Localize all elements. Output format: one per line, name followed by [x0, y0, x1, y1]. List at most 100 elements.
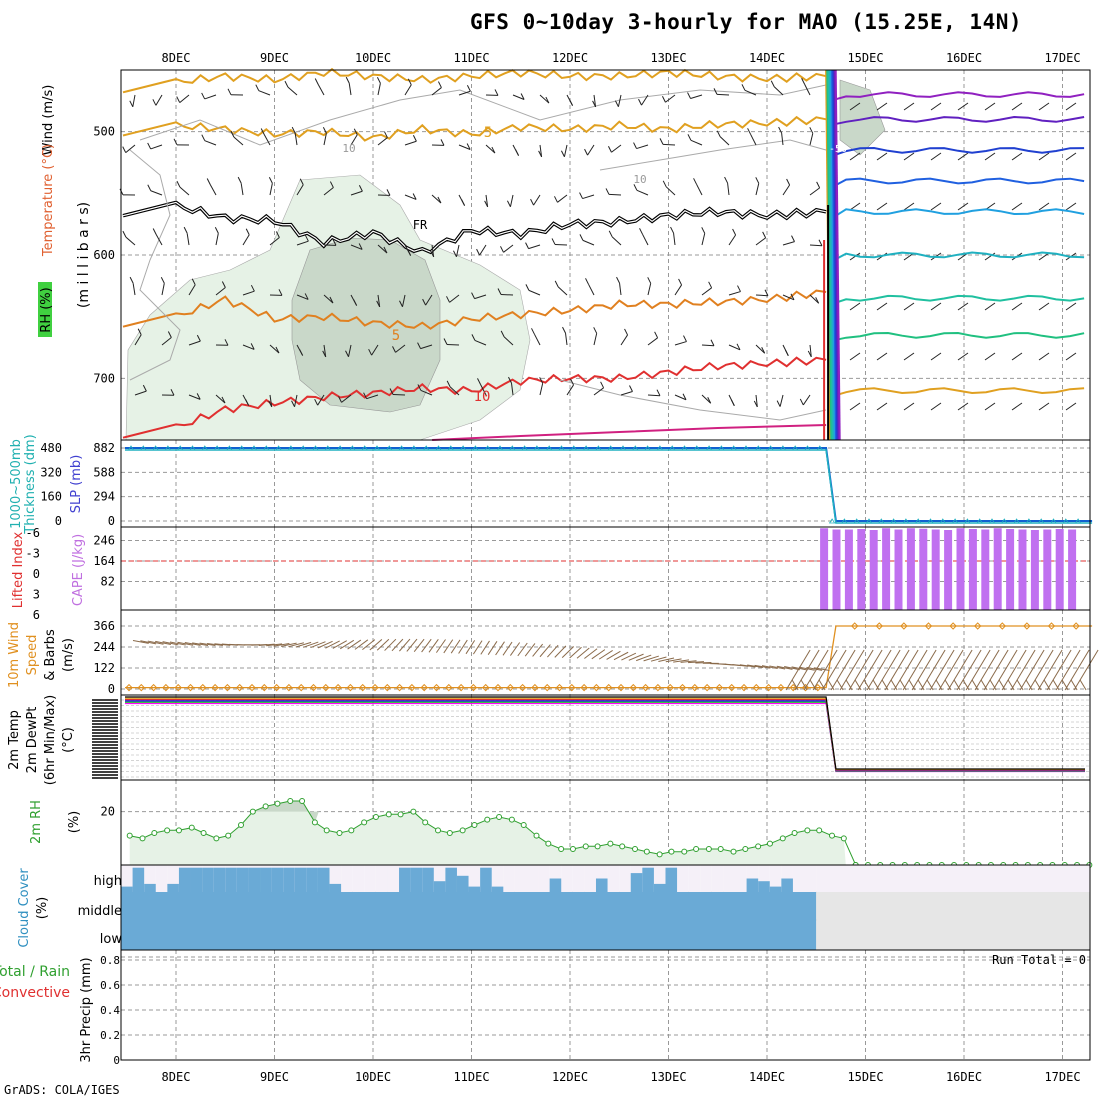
rh-legend-swatch	[38, 282, 52, 337]
wind-barb	[479, 244, 487, 256]
wind-barb	[184, 642, 201, 646]
wind-barb	[350, 134, 358, 146]
cape-tick: 82	[101, 575, 115, 589]
wind-barb	[920, 649, 946, 691]
wind-barb	[1028, 649, 1054, 691]
rh2m-point	[668, 848, 675, 855]
wind-barb	[876, 152, 888, 161]
cloud-high-empty	[688, 865, 701, 892]
wind-barb	[1011, 202, 1023, 211]
wind-barb-flag	[647, 277, 652, 284]
wind-barb	[188, 284, 196, 296]
wind-barb-flag	[1079, 679, 1087, 691]
wind-barb-flag	[791, 235, 795, 242]
wind-barb	[930, 402, 942, 411]
thickness-tick: 0	[55, 514, 62, 528]
cloud-high-fill	[271, 867, 284, 892]
wind-barb	[1019, 649, 1045, 691]
wind-barb	[269, 394, 273, 407]
wind-barb-flag	[152, 99, 157, 106]
wind-barb-flag	[807, 350, 812, 358]
thickness-marker	[299, 445, 307, 451]
wind-speed-marker	[617, 683, 625, 692]
wind-barb-flag	[338, 396, 342, 403]
wind-speed-marker	[850, 622, 859, 630]
wind-barb-flag	[376, 77, 381, 84]
wind-speed-marker	[998, 622, 1007, 630]
contour-label: 5	[484, 125, 492, 141]
wind-barb	[377, 83, 381, 96]
wind-barb-flag	[629, 385, 633, 392]
cloud-high-fill	[306, 867, 319, 892]
wind-barb-flag	[683, 335, 687, 342]
wind-barb-flag	[440, 139, 445, 146]
rh2m-point	[274, 800, 281, 807]
wind-tick: 0	[108, 682, 115, 696]
wind-barb	[323, 344, 327, 357]
wind-barb	[1065, 152, 1077, 161]
wind-barb	[849, 202, 861, 211]
wind-speed-marker	[518, 683, 527, 692]
wind-tick: 244	[93, 640, 115, 654]
cape-bar	[1018, 529, 1027, 610]
wind-barb-flag	[693, 178, 698, 185]
precip-label: 3hr Precip (mm)	[79, 957, 94, 1062]
cloud-high-empty	[329, 865, 342, 892]
wind-barb	[296, 294, 309, 300]
wind-barb	[443, 639, 454, 654]
wind-barb-flag	[412, 193, 417, 200]
x-tick-bottom: 9DEC	[260, 1070, 289, 1084]
wind-barb	[930, 202, 942, 211]
wind-barb-flag	[614, 100, 619, 107]
slp-line	[125, 447, 1093, 522]
wind-barb	[673, 659, 690, 663]
rh-shade-dark	[839, 79, 886, 156]
wind-barb-flag	[170, 389, 175, 396]
temp-unit: (°C)	[61, 727, 76, 753]
wind-barb	[593, 94, 597, 107]
wind-barb-flag	[908, 679, 916, 691]
wind-barb	[347, 639, 362, 650]
wind-barb-flag	[399, 300, 403, 307]
cloud-unit: (%)	[35, 897, 50, 920]
wind-barb-flag	[176, 96, 181, 103]
wind-barb	[930, 352, 942, 361]
wind-barb	[554, 243, 568, 246]
wind-barb-flag	[122, 230, 127, 238]
wind-speed-marker	[235, 683, 244, 692]
wind-barb	[199, 642, 216, 646]
cloud-high-empty	[387, 865, 400, 892]
rh2m-point	[520, 822, 527, 828]
thickness-marker	[964, 518, 971, 524]
wind-barb	[636, 144, 649, 150]
wind-barb	[957, 302, 969, 311]
thickness-marker	[164, 445, 172, 451]
cloud-high-empty	[167, 865, 179, 892]
wind-barb	[169, 641, 186, 646]
thickness-marker	[410, 445, 418, 451]
x-tick-bottom: 16DEC	[946, 1070, 982, 1084]
wind-barb	[643, 655, 659, 662]
wind-speed-marker	[604, 683, 613, 692]
wind-barb	[866, 649, 892, 691]
wind-barb	[350, 244, 363, 250]
cloud-high-empty	[526, 865, 539, 892]
wind-barb	[179, 186, 190, 196]
wind-barb	[569, 646, 582, 659]
thickness-frame	[120, 439, 1091, 528]
wind-barb	[1065, 402, 1077, 411]
wind-barb	[376, 638, 390, 651]
wind-barb	[377, 137, 388, 146]
wind-barb-flag	[562, 326, 566, 334]
rh2m-point	[175, 827, 182, 834]
wind-barb-flag	[260, 128, 265, 135]
x-tick-bottom: 17DEC	[1044, 1070, 1080, 1084]
wind-barb-flag	[389, 388, 394, 395]
wind-barb	[446, 343, 460, 346]
wind-barb-flag	[275, 231, 280, 238]
wind-barb-flag	[800, 679, 808, 691]
thickness-tick: 320	[40, 465, 62, 479]
cloud-high-fill	[549, 878, 562, 892]
wind-barb	[739, 664, 756, 668]
wind-speed-marker	[875, 622, 884, 630]
